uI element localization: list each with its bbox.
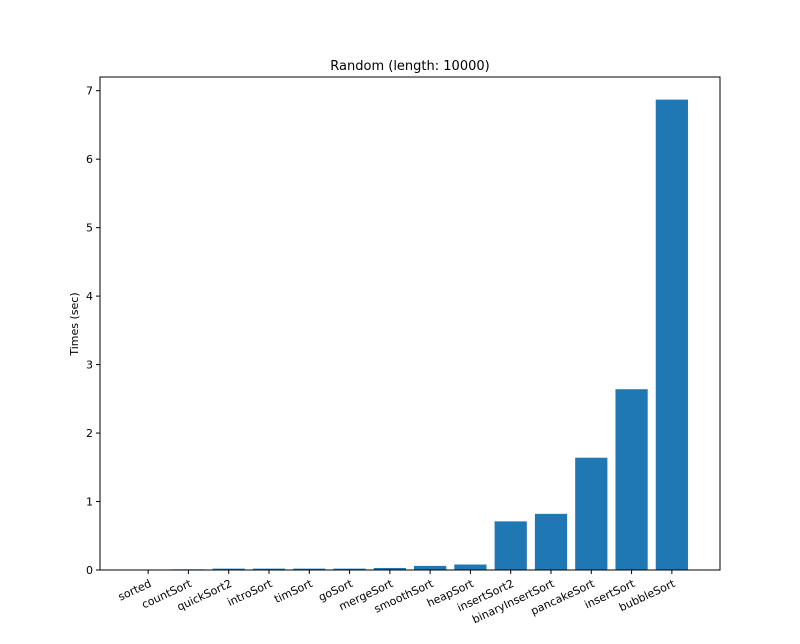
- y-tick-label: 1: [86, 496, 93, 509]
- y-tick-label: 5: [86, 222, 93, 235]
- bar-insertSort: [615, 389, 648, 570]
- bar-heapSort: [454, 564, 487, 570]
- y-tick-label: 3: [86, 359, 93, 372]
- y-axis: 0 1 2 3 4 5 6 7: [86, 85, 100, 577]
- bar-goSort: [333, 568, 366, 570]
- bar-insertSort2: [494, 521, 527, 570]
- bar-introSort: [252, 568, 286, 570]
- bar-binaryInsertSort: [534, 513, 568, 570]
- bar-bubbleSort: [655, 99, 688, 570]
- y-tick-label: 6: [86, 153, 93, 166]
- bar-pancakeSort: [575, 457, 608, 570]
- bar-timSort: [293, 568, 326, 570]
- bar-quickSort2: [212, 568, 245, 570]
- y-axis-label: Times (sec): [68, 292, 81, 356]
- chart-title: Random (length: 10000): [330, 59, 489, 74]
- bar-mergeSort: [373, 567, 406, 570]
- plot-area-frame: [99, 76, 721, 571]
- y-tick-label: 0: [86, 564, 93, 577]
- y-tick-label: 2: [86, 427, 93, 440]
- bar-smoothSort: [414, 565, 447, 570]
- y-tick-label: 4: [86, 290, 93, 303]
- y-tick-label: 7: [86, 85, 93, 98]
- bars-layer: [172, 99, 688, 570]
